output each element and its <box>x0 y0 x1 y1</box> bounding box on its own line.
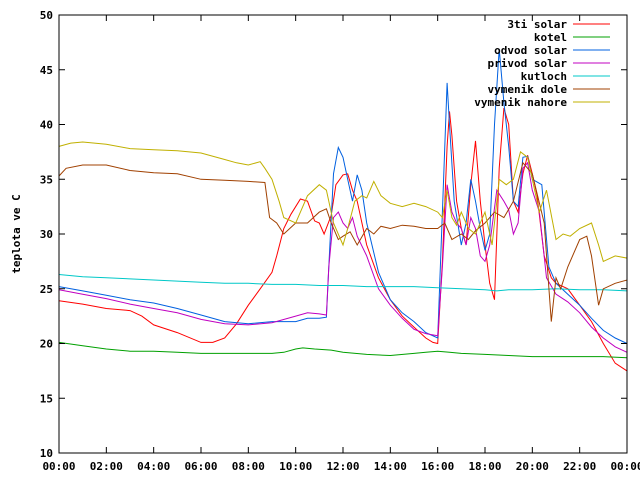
y-axis-label-group: teplota ve C <box>10 194 23 273</box>
x-tick-label: 22:00 <box>563 460 596 473</box>
y-axis-label: teplota ve C <box>10 194 23 273</box>
series-line-5 <box>58 274 628 292</box>
y-tick-label: 30 <box>40 228 53 241</box>
x-tick-label: 02:00 <box>90 460 123 473</box>
x-tick-label: 16:00 <box>421 460 454 473</box>
y-tick-label: 35 <box>40 173 53 186</box>
series-line-7 <box>58 141 628 263</box>
series-line-1 <box>58 107 628 403</box>
x-tick-label: 20:00 <box>516 460 549 473</box>
y-tick-label: 20 <box>40 338 53 351</box>
legend-label: odvod solar <box>494 44 567 57</box>
x-tick-label: 06:00 <box>184 460 217 473</box>
y-tick-label: 10 <box>40 447 53 460</box>
y-tick-label: 50 <box>40 9 53 22</box>
series-line-3 <box>58 48 628 354</box>
legend-label: vymenik dole <box>488 83 568 96</box>
x-tick-label: 12:00 <box>326 460 359 473</box>
series-layer <box>58 48 628 403</box>
legend-label: kotel <box>534 31 567 44</box>
legend-label: 3ti solar <box>507 18 567 31</box>
y-tick-label: 15 <box>40 392 53 405</box>
x-tick-label: 00:00 <box>42 460 75 473</box>
legend-label: vymenik nahore <box>474 96 567 109</box>
x-tick-label: 08:00 <box>232 460 265 473</box>
legend-label: kutloch <box>521 70 567 83</box>
series-line-6 <box>58 161 628 322</box>
x-tick-label: 10:00 <box>279 460 312 473</box>
series-line-2 <box>58 341 628 359</box>
y-tick-label: 25 <box>40 283 53 296</box>
x-tick-label: 18:00 <box>468 460 501 473</box>
x-tick-label: 14:00 <box>374 460 407 473</box>
x-tick-label: 04:00 <box>137 460 170 473</box>
legend-label: privod solar <box>488 57 568 70</box>
x-tick-label: 00:00 <box>610 460 640 473</box>
y-tick-label: 45 <box>40 64 53 77</box>
y-tick-label: 40 <box>40 119 53 132</box>
series-line-4 <box>58 161 628 363</box>
ticks-layer: 10 15 20 25 30 35 40 45 50 00:00 02:00 04:00 06:00 08… <box>40 9 640 473</box>
